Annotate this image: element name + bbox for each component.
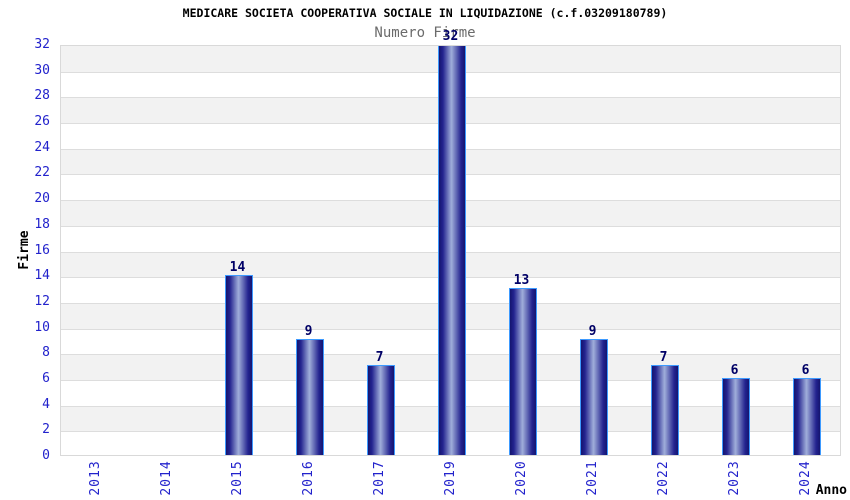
bar-value-label: 13 bbox=[513, 273, 530, 289]
y-tick-label: 14 bbox=[34, 268, 50, 284]
y-tick-label: 22 bbox=[34, 165, 50, 181]
x-tick-label: 2017 bbox=[371, 460, 387, 496]
y-tick-label: 18 bbox=[34, 216, 50, 232]
y-tick-label: 6 bbox=[42, 370, 50, 386]
x-tick-label: 2024 bbox=[797, 460, 813, 496]
bar bbox=[224, 275, 253, 455]
y-tick-label: 26 bbox=[34, 114, 50, 130]
x-axis-label: Anno bbox=[815, 483, 847, 498]
x-tick-label: 2014 bbox=[158, 460, 174, 496]
chart-title: MEDICARE SOCIETA COOPERATIVA SOCIALE IN … bbox=[182, 6, 668, 20]
bar bbox=[508, 288, 537, 455]
bar-value-label: 7 bbox=[659, 350, 668, 366]
bar bbox=[579, 339, 608, 455]
y-tick-label: 20 bbox=[34, 191, 50, 207]
x-tick-label: 2020 bbox=[513, 460, 529, 496]
x-tick-label: 2021 bbox=[584, 460, 600, 496]
bar-value-label: 7 bbox=[375, 350, 384, 366]
chart-subtitle: Numero Firme bbox=[374, 25, 476, 41]
x-tick-label: 2023 bbox=[726, 460, 742, 496]
y-tick-label: 30 bbox=[34, 62, 50, 78]
x-tick-label: 2022 bbox=[655, 460, 671, 496]
y-tick-label: 8 bbox=[42, 345, 50, 361]
y-tick-label: 28 bbox=[34, 88, 50, 104]
y-tick-label: 2 bbox=[42, 422, 50, 438]
y-tick-label: 16 bbox=[34, 242, 50, 258]
bar bbox=[721, 377, 750, 455]
bar bbox=[295, 339, 324, 455]
bar-value-label: 9 bbox=[304, 324, 313, 340]
x-tick-label: 2015 bbox=[229, 460, 245, 496]
plot-area bbox=[60, 45, 841, 456]
x-tick-label: 2013 bbox=[87, 460, 103, 496]
bar-value-label: 6 bbox=[730, 362, 739, 378]
bar bbox=[792, 377, 821, 455]
y-tick-label: 10 bbox=[34, 319, 50, 335]
bar-value-label: 32 bbox=[442, 29, 459, 44]
bar-value-label: 6 bbox=[801, 362, 810, 378]
bar-value-label: 9 bbox=[588, 324, 597, 340]
bar bbox=[366, 365, 395, 455]
x-tick-label: 2019 bbox=[442, 460, 458, 496]
x-tick-label: 2016 bbox=[300, 460, 316, 496]
bar-value-label: 14 bbox=[229, 260, 246, 276]
y-tick-label: 12 bbox=[34, 293, 50, 309]
y-tick-label: 24 bbox=[34, 139, 50, 155]
bar bbox=[437, 46, 466, 455]
bar bbox=[650, 365, 679, 455]
y-tick-label: 4 bbox=[42, 396, 50, 412]
y-tick-label: 0 bbox=[42, 448, 50, 463]
y-tick-label: 32 bbox=[34, 37, 50, 52]
